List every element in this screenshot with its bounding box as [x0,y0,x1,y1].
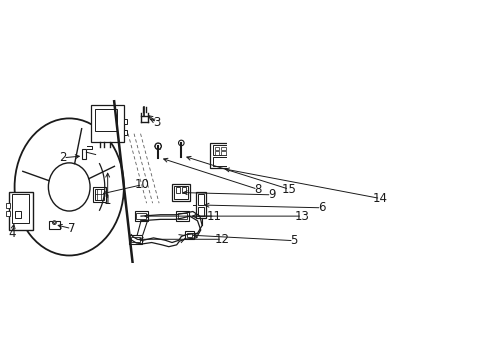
Bar [184,231,194,239]
Text: 6: 6 [317,201,325,214]
Ellipse shape [178,140,183,146]
Text: 3: 3 [153,116,160,129]
Text: 13: 13 [294,210,309,222]
Bar [93,187,106,202]
Bar [91,105,124,142]
Ellipse shape [48,163,90,211]
Ellipse shape [155,143,161,149]
Bar [131,237,140,242]
Bar [221,147,225,150]
Bar [174,186,187,199]
Bar [196,192,206,219]
Bar [124,130,127,135]
Bar [134,211,147,221]
Bar [198,207,204,216]
Bar [212,157,230,166]
Bar [175,211,188,221]
Bar [186,233,192,238]
Text: 12: 12 [214,233,229,246]
Text: 15: 15 [281,183,296,196]
Ellipse shape [53,222,55,224]
Bar [12,194,29,223]
Text: 11: 11 [207,210,222,222]
Text: 14: 14 [372,192,387,205]
Bar [6,211,10,216]
Bar [177,213,186,219]
Bar [214,147,219,150]
Bar [212,145,230,156]
Bar [49,221,60,229]
Bar [15,211,21,218]
Text: 9: 9 [267,188,275,201]
Bar [95,109,117,131]
Bar [136,213,145,219]
Ellipse shape [52,221,56,224]
Bar [214,151,219,155]
Text: 2: 2 [60,151,67,164]
Bar [6,203,10,208]
Bar [221,151,225,155]
Bar [182,188,185,193]
Bar [198,194,204,205]
Bar [81,149,86,159]
Bar [9,192,33,230]
Text: 7: 7 [68,222,75,235]
Text: 10: 10 [135,178,149,191]
Bar [210,143,232,168]
Text: 5: 5 [289,234,297,247]
Text: 4: 4 [8,227,16,240]
Bar [124,119,127,125]
Bar [129,235,142,244]
Bar [95,189,104,200]
Text: 1: 1 [104,194,111,207]
Text: 8: 8 [254,183,261,196]
Bar [171,184,190,201]
Bar [175,188,180,193]
